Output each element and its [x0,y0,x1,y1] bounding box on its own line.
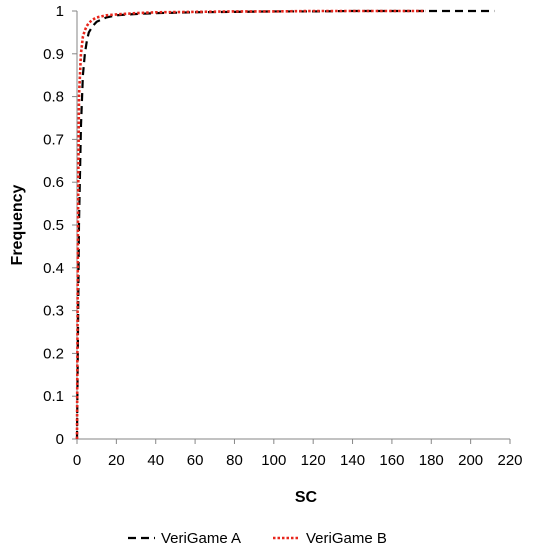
x-tick-label: 0 [73,452,81,469]
y-tick-label: 0.9 [43,46,64,63]
y-axis-title: Frequency [9,184,26,265]
x-tick-label: 40 [147,452,164,469]
x-tick-label: 200 [458,452,483,469]
ticks: 0 0.1 0.2 0.3 0.4 0.5 0.6 0.7 0.8 0.9 1 0 20 40 60 80 10… [43,3,522,469]
legend: VeriGame A VeriGame B [128,530,387,547]
x-tick-label: 220 [497,452,522,469]
series-line-b [75,9,426,440]
x-tick-label: 60 [187,452,204,469]
x-axis-title: SC [295,489,318,506]
x-tick-label: 120 [301,452,326,469]
y-tick-label: 0.6 [43,174,64,191]
y-tick-label: 0.3 [43,303,64,320]
y-tick-label: 0.5 [43,217,64,234]
y-tick-label: 0.4 [43,260,64,277]
x-tick-label: 140 [340,452,365,469]
x-tick-label: 100 [261,452,286,469]
y-tick-label: 0.8 [43,89,64,106]
y-tick-label: 0.1 [43,388,64,405]
y-tick-label: 1 [56,3,64,20]
x-tick-label: 20 [108,452,125,469]
legend-label-a: VeriGame A [161,530,241,547]
series-line-a [75,9,495,440]
legend-label-b: VeriGame B [306,530,387,547]
axes [76,11,510,440]
y-tick-label: 0.2 [43,345,64,362]
series-lines [75,9,495,440]
y-tick-label: 0.7 [43,131,64,148]
x-tick-label: 180 [419,452,444,469]
x-tick-label: 160 [379,452,404,469]
y-tick-label: 0 [56,431,64,448]
x-tick-label: 80 [226,452,243,469]
